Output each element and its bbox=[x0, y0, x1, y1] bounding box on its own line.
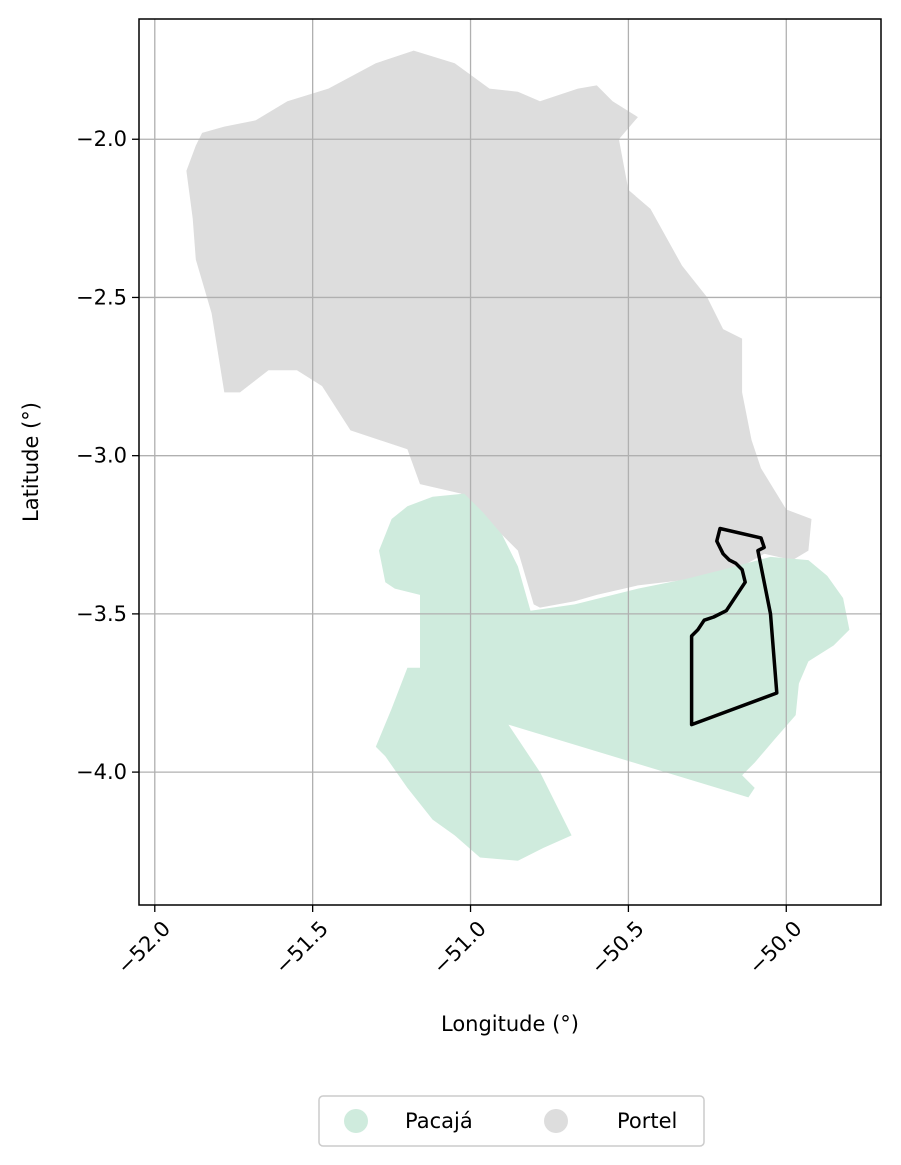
legend-box bbox=[318, 1095, 705, 1147]
x-tick-label: −51.0 bbox=[428, 916, 490, 978]
axes-frame bbox=[138, 18, 882, 906]
x-tick-label: −52.0 bbox=[113, 916, 175, 978]
outline-layer bbox=[689, 526, 779, 727]
y-tick-label: −3.5 bbox=[76, 602, 127, 626]
legend-marker bbox=[544, 1109, 568, 1133]
grid-layer bbox=[139, 19, 881, 905]
legend-label: Portel bbox=[617, 1109, 677, 1133]
legend-items: Pacajá Portel bbox=[344, 1109, 677, 1133]
legend-marker bbox=[344, 1109, 368, 1133]
region-portel bbox=[186, 50, 812, 608]
region-pacaj- bbox=[375, 493, 850, 861]
highlighted-area-outline bbox=[689, 526, 779, 727]
y-tick-label: −2.5 bbox=[76, 285, 127, 309]
y-ticks: −2.0 −2.5 −3.0 −3.5 −4.0 bbox=[76, 127, 139, 784]
regions-layer bbox=[186, 50, 850, 861]
x-axis-label: Longitude (°) bbox=[441, 1012, 579, 1036]
x-tick-label: −50.0 bbox=[744, 916, 806, 978]
y-axis-label: Latitude (°) bbox=[19, 402, 43, 522]
x-tick-label: −50.5 bbox=[586, 916, 648, 978]
legend: Pacajá Portel bbox=[318, 1095, 705, 1147]
y-tick-label: −3.0 bbox=[76, 444, 127, 468]
x-ticks: −52.0 −51.5 −51.0 −50.5 −50.0 bbox=[113, 905, 807, 979]
y-tick-label: −4.0 bbox=[76, 760, 127, 784]
legend-label: Pacajá bbox=[405, 1109, 473, 1133]
x-tick-label: −51.5 bbox=[270, 916, 332, 978]
y-tick-label: −2.0 bbox=[76, 127, 127, 151]
